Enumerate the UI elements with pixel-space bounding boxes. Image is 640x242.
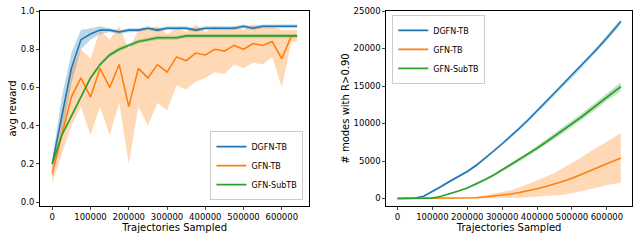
svg-text:300000: 300000 bbox=[151, 212, 183, 222]
svg-text:600000: 600000 bbox=[266, 212, 298, 222]
svg-text:0: 0 bbox=[395, 212, 400, 222]
svg-text:500000: 500000 bbox=[227, 212, 259, 222]
svg-text:Trajectories Sampled: Trajectories Sampled bbox=[456, 222, 562, 233]
svg-text:0.6: 0.6 bbox=[21, 82, 35, 92]
svg-text:avg reward: avg reward bbox=[7, 80, 18, 136]
svg-text:DGFN-TB: DGFN-TB bbox=[433, 27, 468, 36]
svg-text:200000: 200000 bbox=[113, 212, 145, 222]
svg-text:Trajectories Sampled: Trajectories Sampled bbox=[121, 222, 227, 233]
svg-text:# modes with R>0.90: # modes with R>0.90 bbox=[340, 53, 351, 163]
svg-text:10000: 10000 bbox=[354, 118, 381, 128]
svg-text:0.0: 0.0 bbox=[21, 197, 35, 207]
svg-text:500000: 500000 bbox=[556, 212, 588, 222]
svg-text:100000: 100000 bbox=[74, 212, 106, 222]
svg-text:0.4: 0.4 bbox=[21, 121, 35, 131]
svg-text:100000: 100000 bbox=[416, 212, 448, 222]
svg-text:GFN-SubTB: GFN-SubTB bbox=[251, 181, 296, 190]
svg-text:25000: 25000 bbox=[354, 6, 381, 16]
svg-text:GFN-SubTB: GFN-SubTB bbox=[433, 65, 478, 74]
svg-text:20000: 20000 bbox=[354, 43, 381, 53]
svg-text:400000: 400000 bbox=[189, 212, 221, 222]
svg-text:0: 0 bbox=[375, 193, 380, 203]
svg-text:5000: 5000 bbox=[359, 156, 381, 166]
svg-text:600000: 600000 bbox=[591, 212, 623, 222]
svg-text:15000: 15000 bbox=[354, 81, 381, 91]
svg-text:300000: 300000 bbox=[486, 212, 518, 222]
svg-text:0.2: 0.2 bbox=[21, 159, 35, 169]
svg-text:GFN-TB: GFN-TB bbox=[433, 46, 462, 55]
svg-text:0.8: 0.8 bbox=[21, 44, 35, 54]
svg-text:400000: 400000 bbox=[521, 212, 553, 222]
svg-text:DGFN-TB: DGFN-TB bbox=[251, 143, 286, 152]
svg-text:GFN-TB: GFN-TB bbox=[251, 162, 280, 171]
svg-text:1.0: 1.0 bbox=[21, 6, 35, 16]
svg-text:0: 0 bbox=[50, 212, 55, 222]
svg-text:200000: 200000 bbox=[451, 212, 483, 222]
